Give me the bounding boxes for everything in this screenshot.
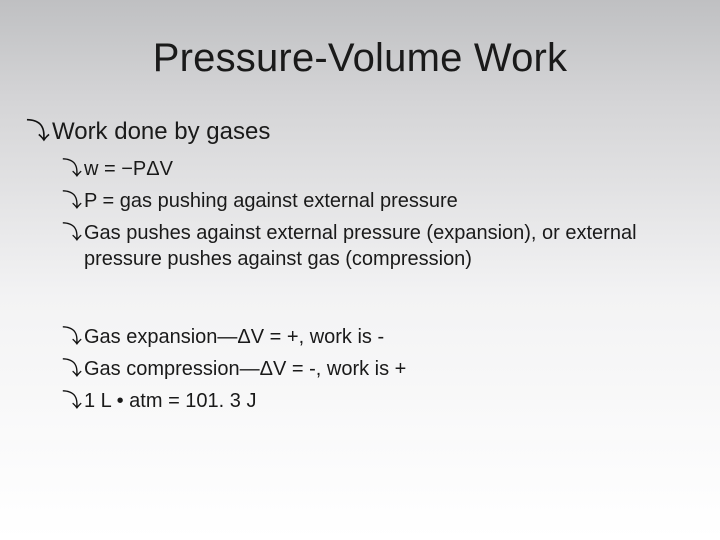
slide: Pressure-Volume Work ⤵ Work done by gase…: [0, 0, 720, 540]
bullet-text: Gas pushes against external pressure (ex…: [84, 220, 672, 272]
bullet-icon: ⤵: [62, 320, 82, 349]
bullet-level1: ⤵ Work done by gases: [26, 111, 672, 148]
bullet-level2: ⤵ w = −PΔV: [62, 152, 672, 182]
bullet-icon: ⤵: [26, 111, 50, 146]
bullet-text: w = −PΔV: [84, 156, 173, 182]
bullet-level2: ⤵ 1 L • atm = 101. 3 J: [62, 384, 672, 414]
bullet-icon: ⤵: [62, 384, 82, 413]
bullet-text: Gas compression—ΔV = -, work is +: [84, 356, 406, 382]
bullet-text: P = gas pushing against external pressur…: [84, 188, 458, 214]
bullet-text: Gas expansion—ΔV = +, work is -: [84, 324, 384, 350]
bullet-icon: ⤵: [62, 216, 82, 245]
bullet-level2: ⤵ P = gas pushing against external press…: [62, 184, 672, 214]
slide-title: Pressure-Volume Work: [48, 36, 672, 81]
bullet-text: 1 L • atm = 101. 3 J: [84, 388, 256, 414]
bullet-level2: ⤵ Gas pushes against external pressure (…: [62, 216, 672, 272]
bullet-icon: ⤵: [62, 184, 82, 213]
bullet-icon: ⤵: [62, 352, 82, 381]
bullet-icon: ⤵: [62, 152, 82, 181]
bullet-text: Work done by gases: [52, 117, 270, 148]
vertical-spacer: [48, 274, 672, 320]
bullet-level2: ⤵ Gas expansion—ΔV = +, work is -: [62, 320, 672, 350]
bullet-level2: ⤵ Gas compression—ΔV = -, work is +: [62, 352, 672, 382]
